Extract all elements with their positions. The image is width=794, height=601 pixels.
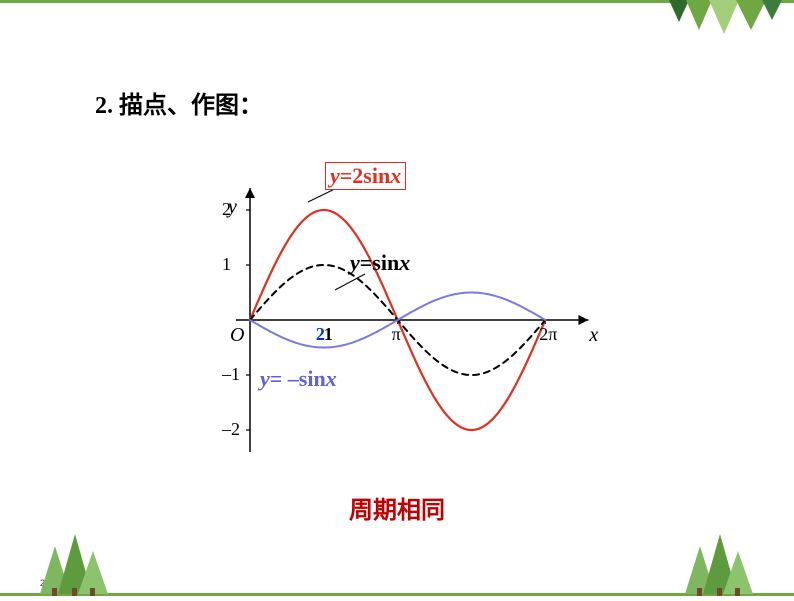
corner-triangles xyxy=(664,0,784,40)
y-tick--2: –2 xyxy=(222,419,240,440)
caption: 周期相同 xyxy=(0,490,794,525)
eq-two-sin: y=2sinx xyxy=(325,162,406,190)
y-tick-1: 1 xyxy=(222,254,231,275)
x-tick: 2π xyxy=(539,324,557,345)
origin-label: O xyxy=(230,324,244,347)
y-axis-label: y xyxy=(228,196,237,219)
x-axis-label: x xyxy=(589,324,598,347)
eq-neg-sin: y= –sinx xyxy=(260,366,337,392)
top-border xyxy=(0,0,794,3)
chart-container: 21–1–2π2πOxy21y=2sinxy=sinxy= –sinx xyxy=(180,150,600,480)
eq-sin: y=sinx xyxy=(350,250,410,276)
x-half-pi-label: 21 xyxy=(316,324,338,346)
x-tick: π xyxy=(392,324,401,345)
y-tick--1: –1 xyxy=(222,364,240,385)
chart-svg xyxy=(180,150,600,480)
page-title: 2. 描点、作图： xyxy=(95,85,263,120)
bottom-trees xyxy=(0,526,794,596)
date-stamp: 2021/10/21 xyxy=(40,578,85,588)
